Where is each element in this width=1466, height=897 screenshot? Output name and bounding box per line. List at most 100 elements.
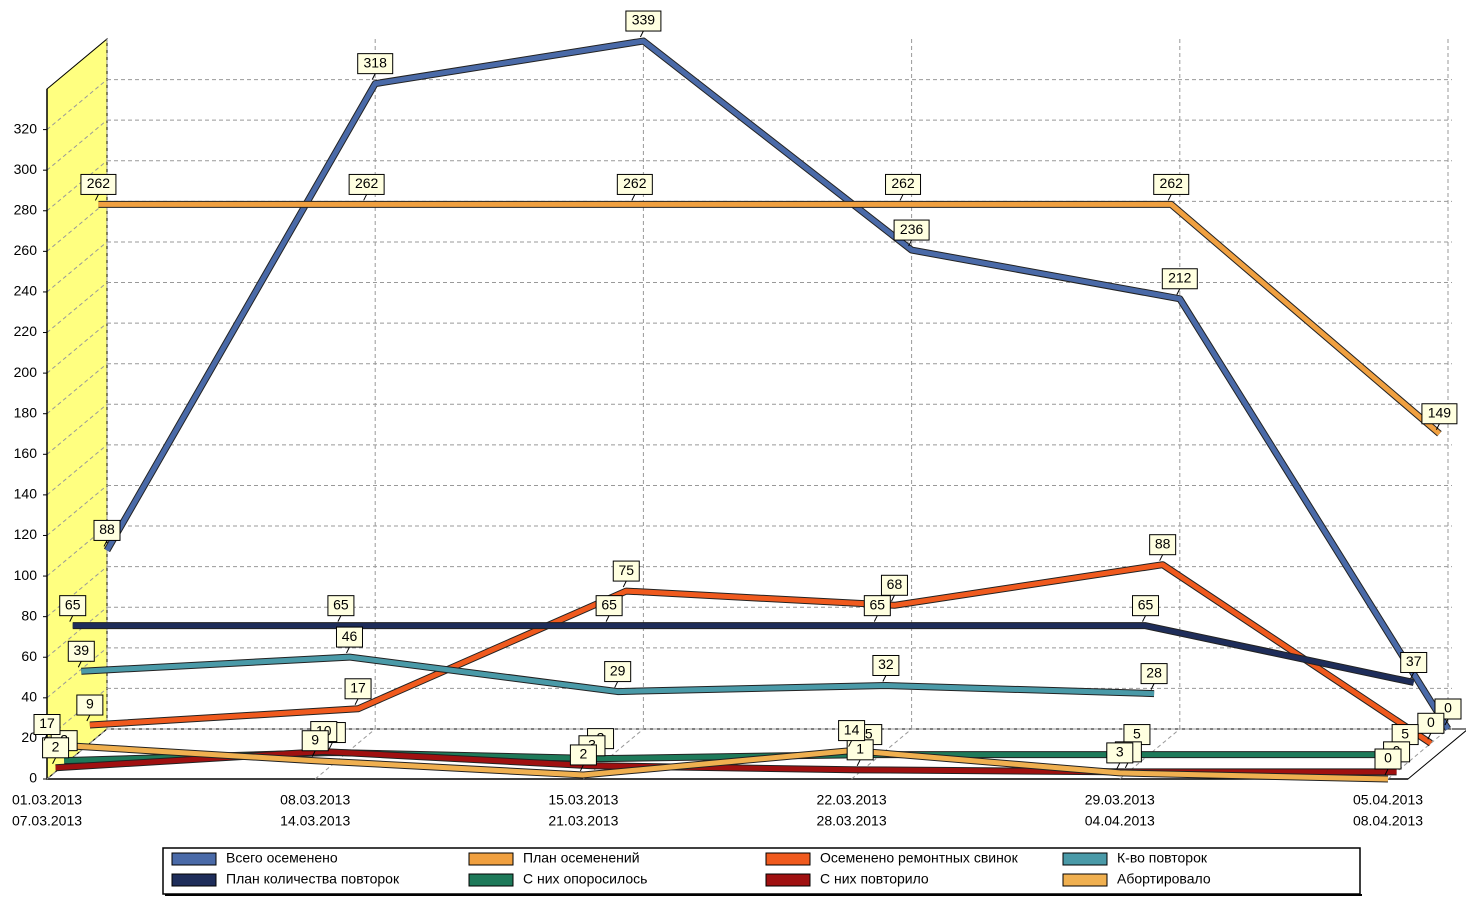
legend-label: Осеменено ремонтных свинок [820,850,1019,866]
value-label-pointer [86,714,91,722]
value-label-pointer [891,595,895,602]
value-label: 37 [1400,651,1428,679]
value-label-text: 39 [73,642,89,658]
value-label-text: 9 [311,731,319,747]
value-label: 149 [1421,403,1458,430]
y-tick-label: 240 [14,283,38,299]
value-label-text: 318 [364,54,388,70]
value-label-text: 262 [355,175,379,191]
value-label-pointer [363,194,368,201]
value-label-text: 37 [1406,653,1422,669]
value-label-pointer [899,194,904,201]
value-label-pointer [1116,762,1121,770]
value-label: 262 [1153,173,1190,201]
value-label-pointer [328,742,333,749]
value-label-text: 65 [870,596,886,612]
value-label: 9 [301,730,329,757]
legend-swatch [1062,873,1108,887]
value-label-pointer [614,681,619,688]
legend-label: План количества повторок [226,871,400,887]
value-label-text: 5 [865,725,873,741]
x-tick-label: 29.03.2013 [1085,792,1155,808]
value-label: 28 [1140,663,1168,690]
grid-line [46,728,108,780]
grid-line [1119,728,1181,780]
value-label-pointer [1167,194,1172,201]
grid-line [46,444,108,496]
value-label-pointer [52,757,57,765]
line [46,742,1389,782]
legend-label: К-во повторок [1117,850,1208,866]
grid-line [46,647,108,699]
x-tick-label: 15.03.2013 [548,792,618,808]
y-tick-label: 160 [14,445,38,461]
value-label-text: 2 [580,746,588,762]
value-label-text: 262 [87,175,111,191]
value-label-pointer [856,759,861,767]
x-tick-label: 08.03.2013 [280,792,350,808]
y-tick-label: 280 [14,201,38,217]
value-label: 318 [357,53,394,80]
value-label: 17 [344,678,372,706]
grid-line [46,241,108,293]
legend-swatch [171,852,217,866]
value-label: 262 [80,173,117,201]
grid-line [46,363,108,415]
value-label: 236 [893,219,930,247]
value-label-text: 65 [65,596,81,612]
value-label-pointer [346,646,350,654]
grid-line [46,566,108,618]
value-label-pointer [94,194,99,201]
value-label-text: 149 [1428,404,1452,420]
value-label-text: 1 [856,741,864,757]
value-label-pointer [1444,718,1449,726]
value-label-pointer [605,615,610,622]
value-label-pointer [1142,615,1146,622]
value-label: 2 [569,744,597,772]
line-outline [98,200,1442,437]
legend-label: Всего осеменено [226,850,338,866]
value-label-text: 28 [1146,664,1162,680]
value-label-text: 262 [891,175,915,191]
y-tick-label: 180 [14,404,38,420]
y-tick-label: 260 [14,242,38,258]
value-label-pointer [1159,554,1164,561]
value-label: 9 [76,694,104,722]
value-label-pointer [311,750,316,757]
value-label-text: 29 [610,662,626,678]
grid-line [314,728,376,780]
value-label: 262 [348,173,385,201]
value-label-text: 212 [1168,269,1192,285]
value-label-text: 75 [618,562,634,578]
x-tick-label: 04.04.2013 [1085,813,1155,829]
y-tick-label: 300 [14,161,38,177]
line [98,201,1442,436]
value-label: 65 [595,595,623,622]
value-label-pointer [1410,672,1415,679]
value-label-text: 262 [623,175,647,191]
value-label: 68 [880,574,908,602]
value-label-pointer [579,764,584,772]
value-label-text: 32 [878,656,894,672]
x-tick-label: 28.03.2013 [817,813,887,829]
grid-line [46,160,108,212]
value-label: 65 [863,595,891,622]
legend-swatch [171,873,217,887]
x-tick-label: 05.04.2013 [1353,792,1423,808]
value-label: 3 [1106,742,1134,770]
x-tick-label: 01.03.2013 [12,792,82,808]
legend-box [162,847,1361,895]
value-label-pointer [882,675,887,682]
grid-line [46,79,108,130]
y-tick-label: 140 [14,486,38,502]
value-label: 339 [625,10,662,38]
value-label-pointer [1435,423,1440,430]
value-label-text: 0 [1444,700,1452,716]
value-label-text: 2 [52,739,60,755]
value-label-text: 5 [1133,725,1141,741]
value-label: 88 [93,519,121,547]
value-label-text: 5 [1401,725,1409,741]
value-label: 0 [1374,748,1402,776]
value-label-text: 17 [39,715,55,731]
value-label-pointer [848,740,853,747]
